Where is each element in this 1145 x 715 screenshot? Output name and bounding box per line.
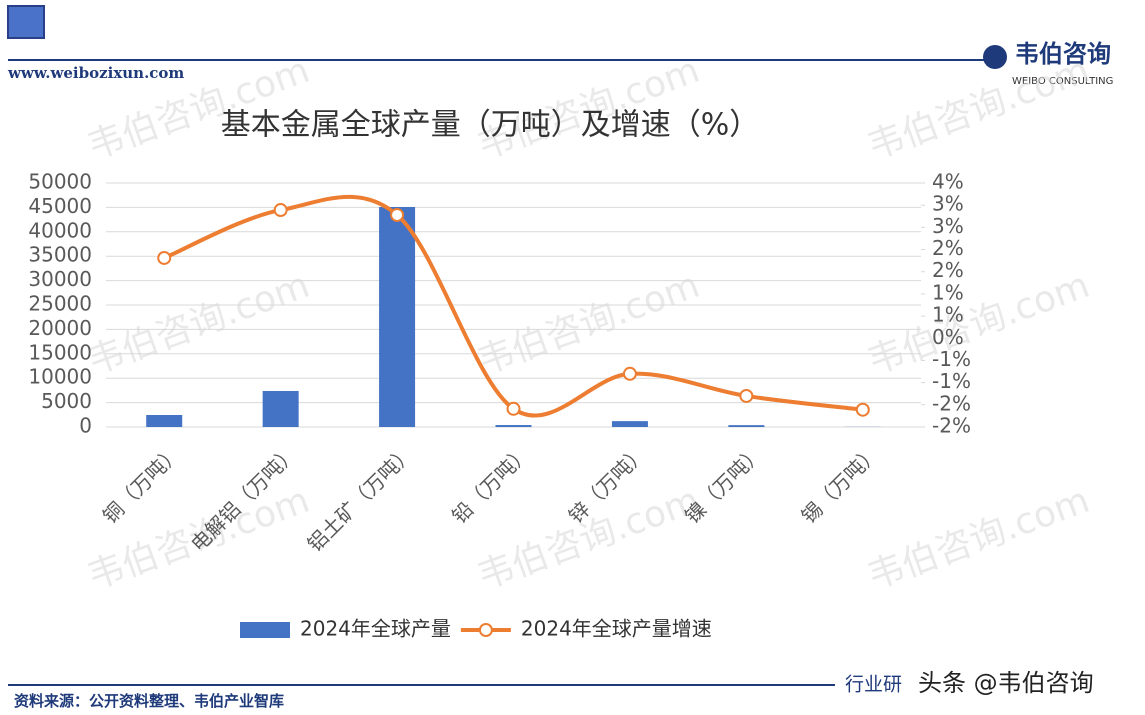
y-tick-label: 40000 [28,218,92,242]
line-marker [739,388,754,403]
bar [495,425,532,427]
watermark: 韦伯咨询.com [862,50,1094,168]
footer-right: 行业研 [845,674,902,696]
legend-label: 2024年全球产量 [300,617,451,641]
source: 资料来源：公开资料整理、韦伯产业智库 [14,692,284,710]
y2-tick-label: -2% [932,414,971,438]
x-tick-label: 镍（万吨） [680,440,768,528]
y-tick-label: 10000 [28,365,92,389]
line-marker [273,203,288,218]
y2-tick-label: -1% [932,347,971,371]
x-tick-label: 铅（万吨） [447,440,535,528]
y-tick-label: 50000 [28,170,92,194]
watermark: 韦伯咨询.com [82,265,314,383]
y-tick-label: 35000 [28,243,92,267]
y2-tick-label: 1% [932,303,964,327]
brand-sub: WEIBO CONSULTING [1012,76,1113,87]
y-tick-label: 15000 [28,340,92,364]
y2-tick-label: 2% [932,258,964,282]
legend-swatch [240,622,290,638]
x-tick-label: 铝土矿（万吨） [303,440,419,556]
brand-name: 韦伯咨询 [1015,40,1111,68]
y-tick-label: 25000 [28,292,92,316]
bar [728,425,765,427]
y2-tick-label: 4% [932,170,964,194]
legend-swatch [478,623,493,637]
chart-title: 基本金属全球产量（万吨）及增速（%） [221,108,760,143]
line-marker [506,401,521,416]
line-marker [157,250,172,265]
y2-tick-label: 0% [932,325,964,349]
y2-tick-label: 3% [932,214,964,238]
y2-tick-label: 2% [932,236,964,260]
site-url: www.weibozixun.com [7,64,184,82]
bar [611,421,648,427]
watermark: 韦伯咨询.com [862,480,1094,598]
y2-tick-label: 1% [932,280,964,304]
legend-label: 2024年全球产量增速 [521,617,712,641]
y-tick-label: 5000 [41,389,92,413]
brand-icon [983,45,1007,69]
y-tick-label: 30000 [28,267,92,291]
y-tick-label: 0 [79,414,92,438]
x-tick-label: 锡（万吨） [797,440,885,528]
line-marker [855,402,870,417]
bar [379,207,416,427]
y-tick-label: 45000 [28,194,92,218]
logo-square [7,5,45,39]
watermark: 韦伯咨询.com [862,265,1094,383]
y-tick-label: 20000 [28,316,92,340]
bar [146,414,183,427]
y2-tick-label: -2% [932,391,971,415]
overlay-text: 头条 @韦伯咨询 [918,669,1094,697]
x-tick-label: 铜（万吨） [98,440,186,528]
y2-tick-label: 3% [932,192,964,216]
y2-tick-label: -1% [932,369,971,393]
bar [262,390,299,427]
line-marker [622,366,637,381]
watermark: 韦伯咨询.com [472,265,704,383]
line-marker [390,207,405,222]
